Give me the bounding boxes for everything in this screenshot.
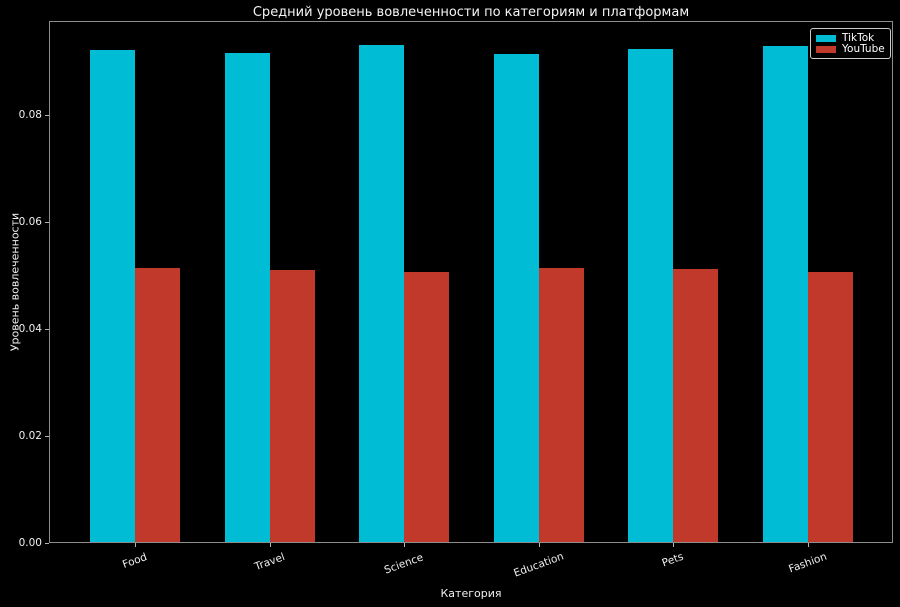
y-tick-label: 0.02 (18, 429, 42, 442)
y-tick-label: 0.04 (18, 322, 42, 335)
legend-label-tiktok: TikTok (842, 32, 875, 44)
bar-youtube-travel (269, 270, 315, 543)
bar-tiktok-food (90, 49, 135, 543)
y-tick (45, 543, 49, 544)
x-tick (269, 543, 271, 547)
y-tick (45, 115, 49, 117)
x-tick-label: Fashion (786, 550, 829, 576)
y-tick (45, 222, 49, 224)
bar-tiktok-travel (224, 52, 270, 543)
legend: TikTok YouTube (810, 28, 891, 59)
legend-swatch-youtube (816, 46, 836, 53)
y-tick-label: 0.00 (18, 536, 42, 549)
x-tick (135, 543, 136, 547)
y-tick-label: 0.08 (18, 108, 42, 121)
x-tick (807, 543, 809, 547)
bar-tiktok-fashion (762, 46, 808, 543)
bar-youtube-food (135, 268, 180, 543)
x-tick-label: Education (511, 550, 565, 580)
bar-tiktok-education (493, 53, 539, 543)
bar-youtube-education (538, 268, 584, 543)
bar-youtube-science (404, 271, 449, 543)
bar-tiktok-science (359, 44, 404, 543)
x-axis-label: Категория (440, 587, 502, 600)
chart-title: Средний уровень вовлеченности по категор… (252, 5, 690, 20)
y-tick (45, 436, 49, 438)
x-tick-label: Pets (660, 550, 686, 570)
legend-item-youtube: YouTube (816, 43, 885, 55)
x-tick (404, 543, 405, 547)
y-tick (45, 329, 49, 331)
legend-item-tiktok: TikTok (816, 33, 884, 44)
bar-youtube-pets (673, 269, 718, 543)
bar-youtube-fashion (807, 271, 853, 543)
x-tick-label: Travel (252, 550, 287, 573)
y-axis-label: Уровень вовлеченности (8, 212, 22, 352)
x-tick (673, 543, 674, 547)
legend-swatch-tiktok (816, 35, 836, 42)
bar-tiktok-pets (628, 49, 673, 543)
x-tick (538, 543, 540, 547)
y-tick-label: 0.06 (18, 215, 42, 228)
x-tick-label: Science (382, 550, 426, 577)
x-tick-label: Food (120, 550, 149, 571)
legend-label-youtube: YouTube (842, 43, 885, 55)
